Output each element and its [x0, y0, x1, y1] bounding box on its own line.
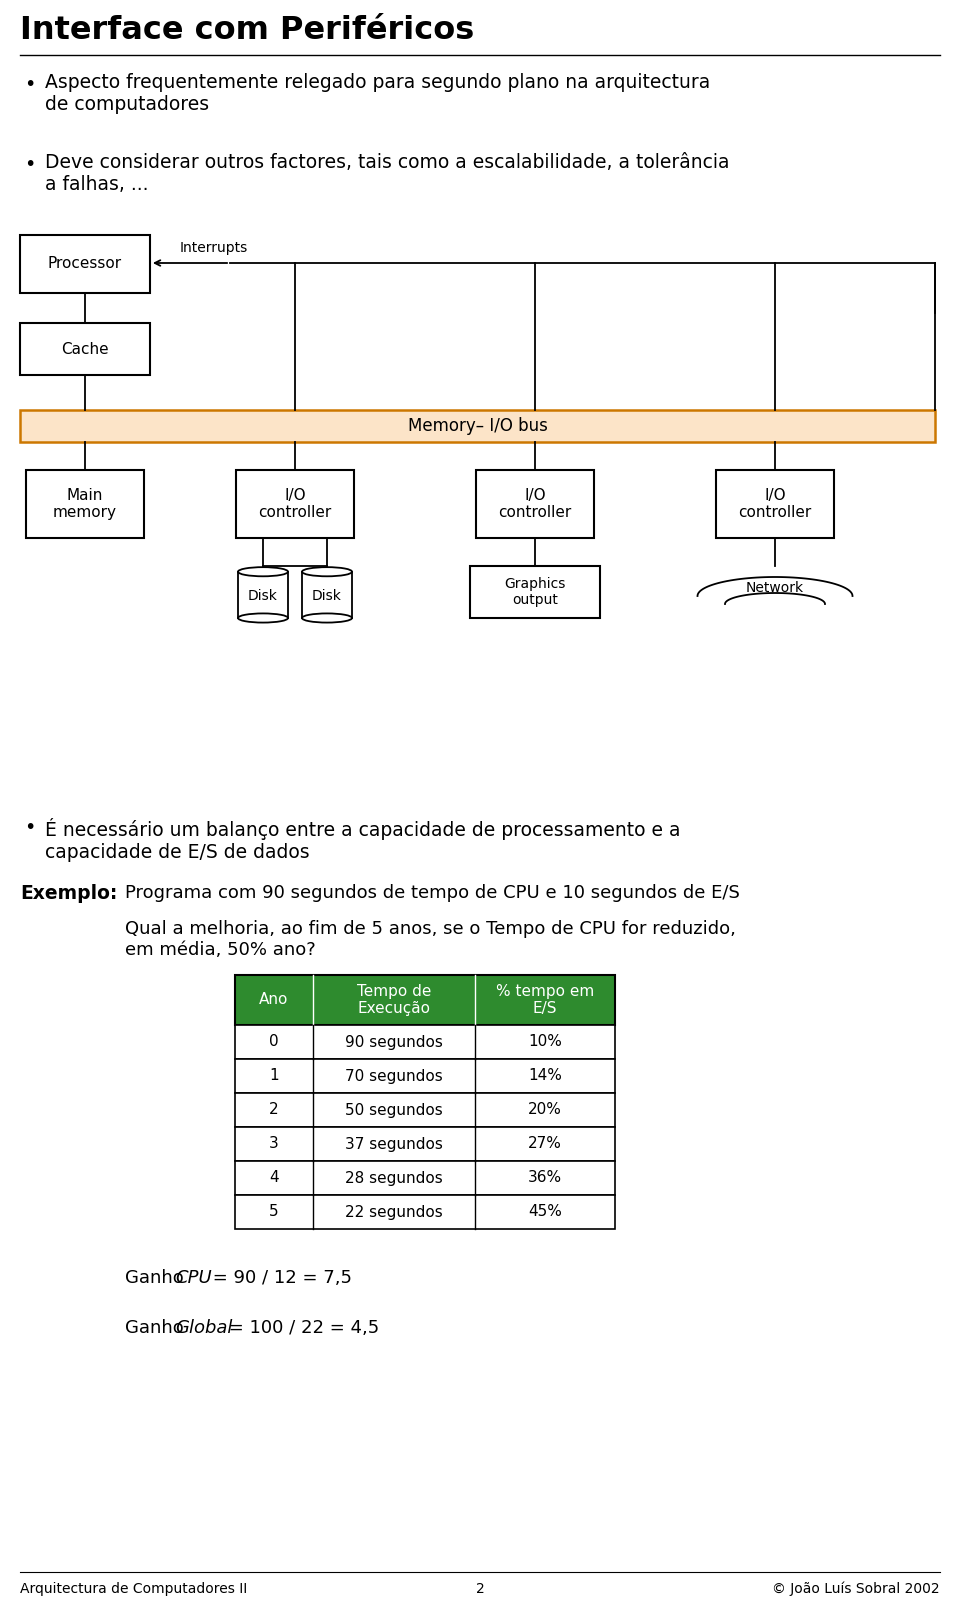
Text: É necessário um balanço entre a capacidade de processamento e a
capacidade de E/: É necessário um balanço entre a capacida… — [45, 818, 681, 861]
Bar — [476, 470, 594, 537]
Text: = 100 / 22 = 4,5: = 100 / 22 = 4,5 — [223, 1318, 379, 1338]
Text: I/O
controller: I/O controller — [498, 488, 571, 520]
Text: 45%: 45% — [528, 1205, 562, 1219]
Bar — [235, 975, 615, 1025]
Bar — [235, 1195, 615, 1229]
Text: 37 segundos: 37 segundos — [345, 1137, 443, 1152]
Text: •: • — [24, 156, 36, 173]
Text: Memory– I/O bus: Memory– I/O bus — [408, 417, 547, 435]
Text: Processor: Processor — [48, 257, 122, 271]
Text: Arquitectura de Computadores II: Arquitectura de Computadores II — [20, 1582, 248, 1596]
Text: Global: Global — [175, 1318, 232, 1338]
Text: Network: Network — [746, 581, 804, 595]
Bar — [238, 571, 288, 618]
Text: •: • — [24, 818, 36, 837]
Text: Qual a melhoria, ao fim de 5 anos, se o Tempo de CPU for reduzido,
em média, 50%: Qual a melhoria, ao fim de 5 anos, se o … — [125, 921, 736, 959]
Text: Aspecto frequentemente relegado para segundo plano na arquitectura
de computador: Aspecto frequentemente relegado para seg… — [45, 74, 710, 114]
Ellipse shape — [302, 613, 352, 622]
Bar — [235, 1128, 615, 1161]
Bar — [235, 1025, 615, 1059]
Text: Ganho: Ganho — [125, 1318, 183, 1338]
Text: 70 segundos: 70 segundos — [346, 1068, 443, 1083]
Text: Programa com 90 segundos de tempo de CPU e 10 segundos de E/S: Programa com 90 segundos de tempo de CPU… — [125, 884, 740, 901]
Ellipse shape — [238, 568, 288, 576]
Text: 2: 2 — [269, 1102, 278, 1118]
Text: I/O
controller: I/O controller — [258, 488, 331, 520]
Text: % tempo em
E/S: % tempo em E/S — [496, 983, 594, 1017]
Text: Cache: Cache — [61, 342, 108, 356]
Text: CPU: CPU — [175, 1269, 211, 1286]
Ellipse shape — [238, 613, 288, 622]
Text: 20%: 20% — [528, 1102, 562, 1118]
Bar — [235, 1161, 615, 1195]
Text: Disk: Disk — [248, 589, 278, 603]
Text: Ganho: Ganho — [125, 1269, 183, 1286]
Text: Exemplo:: Exemplo: — [20, 884, 117, 903]
Text: 2: 2 — [475, 1582, 485, 1596]
Text: •: • — [24, 75, 36, 95]
Text: 0: 0 — [269, 1035, 278, 1049]
Bar — [20, 236, 150, 294]
Text: 50 segundos: 50 segundos — [346, 1102, 443, 1118]
Bar — [20, 411, 935, 443]
Text: Interface com Periféricos: Interface com Periféricos — [20, 14, 474, 47]
Text: 1: 1 — [269, 1068, 278, 1083]
Bar — [302, 571, 352, 618]
Text: 28 segundos: 28 segundos — [346, 1171, 443, 1185]
Bar — [236, 470, 354, 537]
Bar — [20, 322, 150, 375]
Ellipse shape — [302, 568, 352, 576]
Text: Tempo de
Execução: Tempo de Execução — [357, 983, 431, 1017]
Text: 3: 3 — [269, 1137, 278, 1152]
Text: 10%: 10% — [528, 1035, 562, 1049]
Text: I/O
controller: I/O controller — [738, 488, 811, 520]
Text: = 90 / 12 = 7,5: = 90 / 12 = 7,5 — [207, 1269, 352, 1286]
Bar — [716, 470, 834, 537]
Text: Disk: Disk — [312, 589, 342, 603]
Text: Graphics
output: Graphics output — [504, 577, 565, 606]
Bar — [26, 470, 144, 537]
Text: Interrupts: Interrupts — [180, 241, 249, 255]
Text: 90 segundos: 90 segundos — [345, 1035, 443, 1049]
Text: © João Luís Sobral 2002: © João Luís Sobral 2002 — [773, 1582, 940, 1596]
Bar — [235, 1092, 615, 1128]
Text: Deve considerar outros factores, tais como a escalabilidade, a tolerância
a falh: Deve considerar outros factores, tais co… — [45, 152, 730, 194]
Text: Main
memory: Main memory — [53, 488, 117, 520]
Text: 27%: 27% — [528, 1137, 562, 1152]
Bar — [470, 566, 600, 618]
Text: Ano: Ano — [259, 993, 289, 1007]
Text: 22 segundos: 22 segundos — [346, 1205, 443, 1219]
Text: 5: 5 — [269, 1205, 278, 1219]
Text: 36%: 36% — [528, 1171, 562, 1185]
Text: 4: 4 — [269, 1171, 278, 1185]
Text: 14%: 14% — [528, 1068, 562, 1083]
Bar — [235, 1059, 615, 1092]
